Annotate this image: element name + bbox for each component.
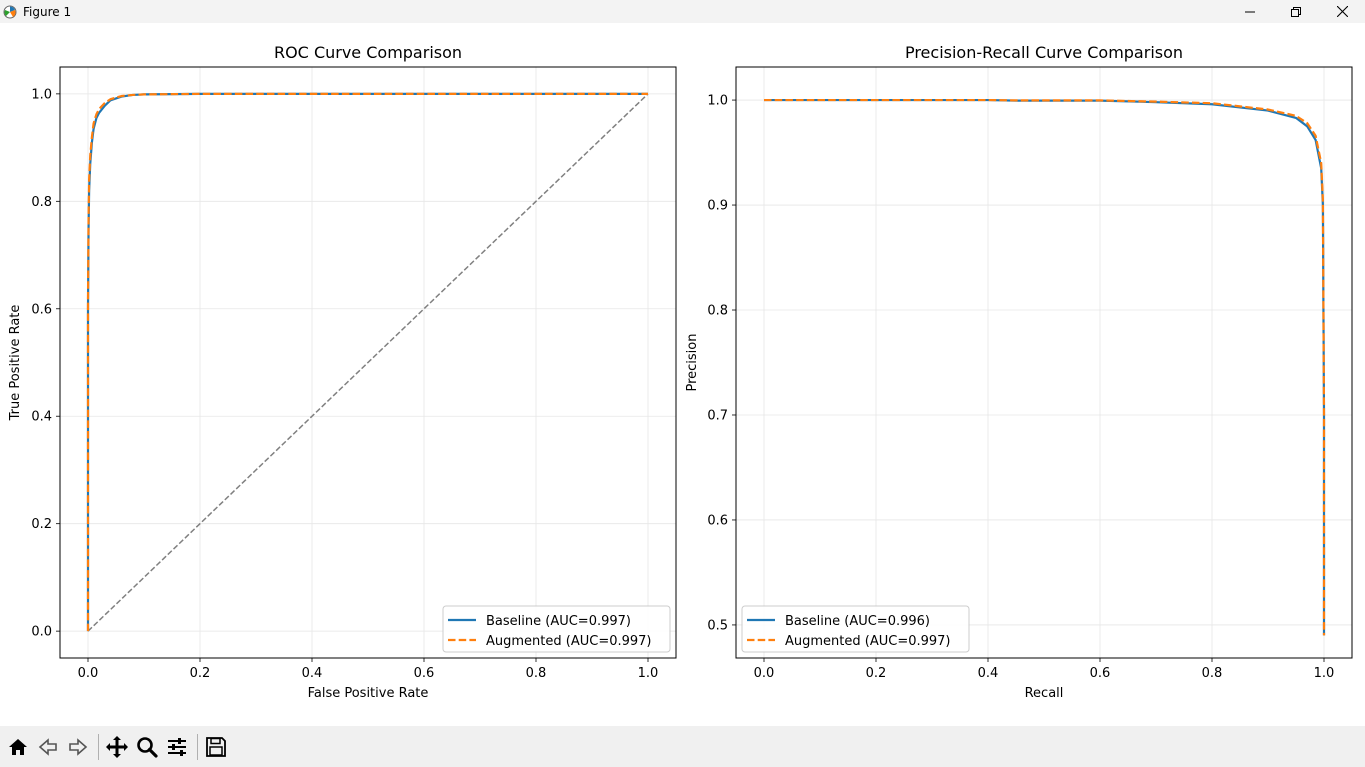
roc-y-axis-label: True Positive Rate — [8, 305, 23, 422]
pr-x-tick-label: 0.6 — [1090, 666, 1111, 681]
pan-button[interactable] — [103, 733, 131, 761]
pr-chart-title: Precision-Recall Curve Comparison — [905, 43, 1183, 62]
pr-legend-label-baseline: Baseline (AUC=0.996) — [785, 614, 930, 629]
pr-legend-label-augmented: Augmented (AUC=0.997) — [785, 634, 951, 649]
pr-y-tick-label: 0.5 — [707, 618, 728, 633]
pr-x-tick-label: 1.0 — [1314, 666, 1335, 681]
pr-y-tick-label: 0.6 — [707, 513, 728, 528]
configure-subplots-icon — [168, 737, 186, 756]
roc-y-tick-label: 0.2 — [31, 517, 52, 532]
roc-y-tick-label: 1.0 — [31, 87, 52, 102]
roc-x-tick-label: 0.8 — [526, 666, 547, 681]
roc-y-tick-label: 0.0 — [31, 625, 52, 640]
pr-y-tick-label: 0.7 — [707, 408, 728, 423]
pr-series-augmented-line — [764, 98, 1326, 636]
pr-x-tick-label: 0.2 — [866, 666, 887, 681]
roc-x-axis-label: False Positive Rate — [308, 686, 429, 701]
save-button[interactable] — [202, 733, 230, 761]
window-title: Figure 1 — [23, 4, 72, 19]
roc-legend: Baseline (AUC=0.997) Augmented (AUC=0.997… — [442, 605, 671, 653]
configure-subplots-button[interactable] — [163, 733, 191, 761]
back-button[interactable] — [34, 733, 62, 761]
pr-x-tick-label: 0.8 — [1202, 666, 1223, 681]
roc-plot-area — [86, 92, 649, 632]
pr-y-tick-label: 0.9 — [707, 199, 728, 214]
roc-x-tick-label: 0.6 — [414, 666, 435, 681]
zoom-button[interactable] — [133, 733, 161, 761]
minimize-button[interactable] — [1227, 0, 1273, 23]
pr-y-tick-label: 1.0 — [707, 94, 728, 109]
roc-chart: 0.0 0.2 0.4 0.6 0.8 1.0 0.0 0.2 0.4 0.6 0.8 1.0 ROC … — [8, 43, 677, 701]
pr-y-axis-label: Precision — [685, 333, 700, 391]
pr-legend: Baseline (AUC=0.996) Augmented (AUC=0.997… — [741, 605, 970, 653]
roc-y-tick-label: 0.8 — [31, 195, 52, 210]
roc-x-tick-label: 0.0 — [78, 666, 99, 681]
roc-y-tick-label: 0.6 — [31, 302, 52, 317]
close-button[interactable] — [1319, 0, 1365, 23]
figure-svg: 0.0 0.2 0.4 0.6 0.8 1.0 0.0 0.2 0.4 0.6 0.8 1.0 ROC … — [8, 43, 1353, 701]
pr-x-tick-label: 0.0 — [754, 666, 775, 681]
figure-canvas[interactable]: 0.0 0.2 0.4 0.6 0.8 1.0 0.0 0.2 0.4 0.6 0.8 1.0 ROC … — [0, 23, 1365, 726]
forward-arrow-icon — [69, 737, 88, 756]
pr-plot-area — [764, 98, 1326, 636]
toolbar-separator — [98, 733, 99, 760]
roc-legend-label-augmented: Augmented (AUC=0.997) — [486, 634, 652, 649]
roc-chance-line — [87, 93, 649, 632]
roc-legend-box — [442, 605, 671, 653]
title-bar: Figure 1 — [0, 0, 1365, 23]
back-arrow-icon — [38, 737, 57, 756]
pr-axes-frame — [735, 66, 1353, 659]
pr-x-tick-label: 0.4 — [978, 666, 999, 681]
save-icon — [206, 736, 226, 757]
matplotlib-logo-icon — [3, 5, 17, 18]
roc-chart-title: ROC Curve Comparison — [274, 43, 462, 62]
navigation-toolbar — [0, 726, 1365, 767]
pr-chart: 0.0 0.2 0.4 0.6 0.8 1.0 0.5 0.6 0.7 0.8 0.9 1.0 Prec… — [685, 43, 1353, 701]
window-controls — [1227, 0, 1365, 23]
roc-axes-frame — [59, 66, 677, 659]
home-button[interactable] — [4, 733, 32, 761]
roc-x-tick-label: 0.4 — [302, 666, 323, 681]
roc-x-tick-label: 0.2 — [190, 666, 211, 681]
forward-button[interactable] — [64, 733, 92, 761]
roc-series-augmented-line — [86, 92, 648, 632]
roc-x-tick-label: 1.0 — [638, 666, 659, 681]
restore-icon — [1291, 6, 1301, 17]
pr-series-baseline-line — [764, 98, 1326, 636]
toolbar-separator — [197, 733, 198, 760]
home-icon — [9, 738, 27, 755]
pr-y-tick-label: 0.8 — [707, 304, 728, 319]
roc-y-tick-label: 0.4 — [31, 410, 52, 425]
roc-legend-label-baseline: Baseline (AUC=0.997) — [486, 614, 631, 629]
pan-icon — [106, 735, 128, 758]
pr-legend-box — [741, 605, 970, 653]
close-icon — [1336, 6, 1348, 17]
restore-button[interactable] — [1273, 0, 1319, 23]
minimize-icon — [1245, 11, 1255, 12]
pr-x-axis-label: Recall — [1025, 686, 1064, 701]
zoom-icon — [137, 736, 158, 758]
